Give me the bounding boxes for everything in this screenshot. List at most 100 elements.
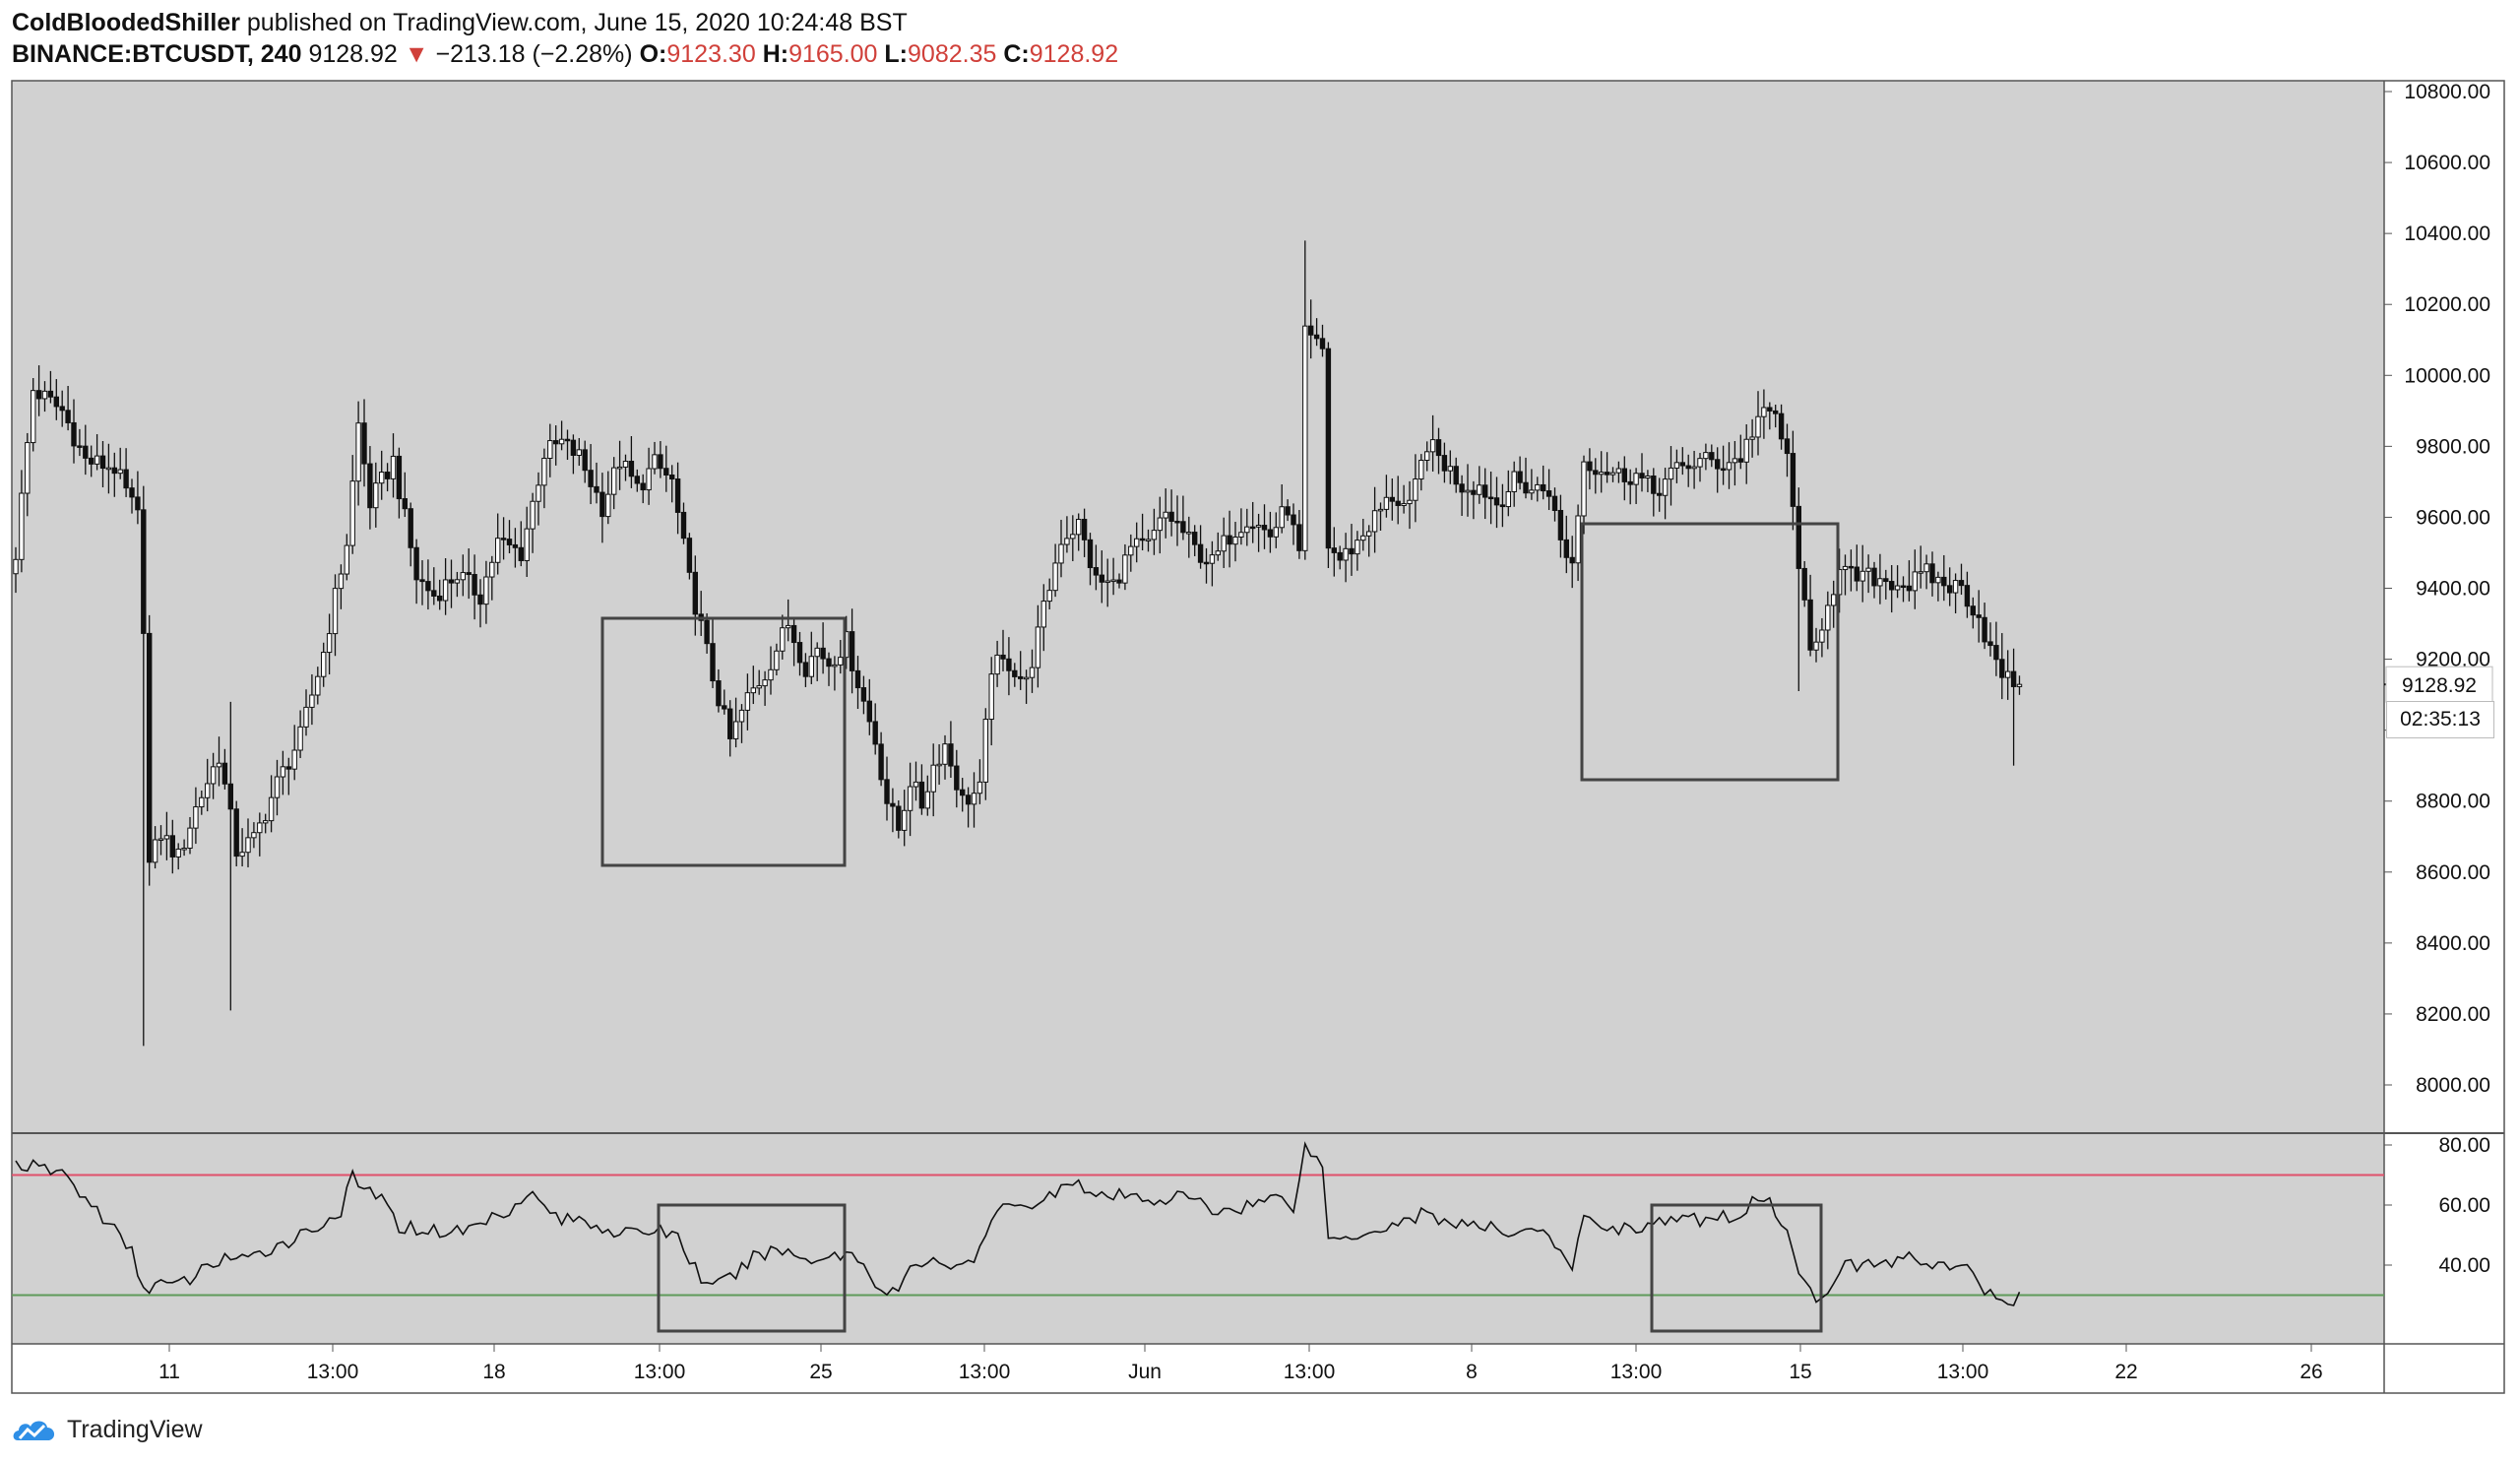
time-axis-label: 13:00 [1610,1361,1663,1383]
candle-up [924,791,930,809]
candle-up [1401,503,1407,506]
candle-up [536,484,541,502]
low-label: L: [884,40,909,68]
candle-down [588,470,594,487]
candle-up [315,675,321,696]
candle-down [1180,521,1186,534]
candle-countdown: 02:35:13 [2386,701,2494,738]
candle-down [147,632,153,863]
candle-down [431,590,437,597]
candle-down [1964,585,1971,607]
candle-up [442,579,449,602]
candle-down [553,440,559,445]
candle-up [489,561,495,578]
candle-down [640,482,646,491]
candle-down [1482,484,1488,498]
candle-up [280,766,286,778]
candle-up [1145,539,1152,541]
price-axis-label: 8600.00 [2416,861,2490,884]
candle-down [658,454,663,470]
candle-up [1859,570,1865,582]
candle-up [558,438,565,445]
candle-up [1609,472,1616,476]
candle-up [1749,436,1755,440]
candle-up [1302,325,1308,551]
candle-down [1296,524,1302,551]
candle-down [860,687,867,702]
price-axis-label: 10400.00 [2404,222,2490,245]
candle-up [732,721,739,739]
candle-up [1343,547,1349,561]
tradingview-logo[interactable]: TradingView [12,1410,203,1449]
price-axis-label: 9400.00 [2416,578,2490,601]
candle-up [251,832,257,839]
candle-up [1238,532,1244,538]
candle-down [71,421,77,447]
time-axis-label: 25 [809,1361,832,1383]
candle-down [669,474,675,480]
time-axis-label: 26 [2300,1361,2322,1383]
candle-down [1685,465,1691,470]
candle-up [547,440,553,459]
candle-down [396,455,403,500]
candle-down [722,705,727,710]
candle-down [1441,455,1448,472]
candle-down [1006,658,1012,671]
candle-down [663,468,669,476]
candle-up [1575,515,1581,564]
candle-up [1813,641,1819,651]
candle-up [460,572,467,581]
candle-up [187,827,193,850]
candle-up [454,579,461,584]
candle-down [1459,483,1465,493]
candle-up [1923,563,1929,573]
candle-down [285,766,292,770]
candle-up [2005,670,2011,678]
candle-down [1116,579,1122,584]
candle-down [500,538,507,540]
candle-down [1471,489,1477,495]
price-axis-label: 10800.00 [2404,81,2490,103]
candle-down [599,491,605,518]
candle-up [390,455,397,479]
candle-up [1743,438,1749,463]
candle-down [802,662,809,677]
candle-up [379,472,385,484]
candle-down [1941,576,1947,587]
candle-up [1645,475,1651,478]
oscillator-axis-label: 80.00 [2438,1134,2490,1157]
candle-down [99,455,106,470]
candle-up [1842,565,1849,571]
candle-up [41,390,48,400]
candle-up [321,652,327,677]
candle-up [1209,554,1216,564]
time-axis-label: 11 [158,1361,180,1383]
candle-up [268,796,275,822]
low-value: 9082.35 [908,40,997,68]
candle-up [193,806,199,829]
candle-down [692,571,698,615]
candle-down [796,642,803,664]
candle-down [628,461,635,477]
candle-up [1505,490,1511,508]
candle-down [47,390,54,398]
candle-down [419,579,425,583]
candle-up [622,461,629,468]
candle-up [1599,472,1605,476]
candle-down [1487,496,1494,500]
candle-up [1825,604,1831,631]
candle-up [902,809,908,831]
candle-down [1197,543,1204,563]
price-panel [12,81,2384,1132]
time-axis-label: 22 [2114,1361,2137,1383]
candle-down [1551,495,1558,511]
candle-up [1477,484,1482,495]
candle-down [1557,509,1564,540]
candle-down [1139,538,1146,541]
candle-down [1227,535,1232,545]
candle-down [408,508,413,548]
candle-down [65,410,71,423]
author-name[interactable]: ColdBloodedShiller [12,9,240,36]
candle-down [1999,659,2005,678]
